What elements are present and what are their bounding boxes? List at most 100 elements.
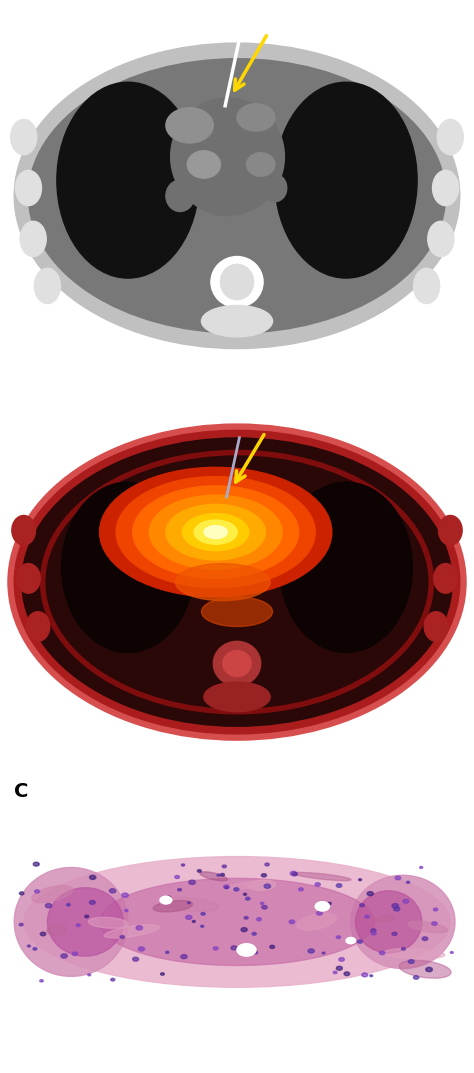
Circle shape bbox=[201, 925, 204, 927]
Circle shape bbox=[61, 954, 67, 958]
Circle shape bbox=[19, 924, 23, 926]
Ellipse shape bbox=[399, 960, 451, 979]
Text: A: A bbox=[14, 12, 29, 31]
Circle shape bbox=[299, 887, 303, 891]
Circle shape bbox=[201, 912, 205, 915]
Ellipse shape bbox=[14, 867, 128, 976]
Ellipse shape bbox=[14, 43, 460, 349]
Circle shape bbox=[85, 915, 89, 917]
Ellipse shape bbox=[223, 650, 251, 676]
Circle shape bbox=[360, 903, 365, 907]
Circle shape bbox=[261, 873, 266, 877]
Ellipse shape bbox=[160, 896, 172, 905]
Ellipse shape bbox=[194, 520, 237, 544]
Circle shape bbox=[401, 947, 405, 950]
Ellipse shape bbox=[175, 563, 270, 601]
Ellipse shape bbox=[224, 881, 267, 891]
Circle shape bbox=[90, 876, 96, 880]
Circle shape bbox=[393, 907, 400, 911]
Ellipse shape bbox=[28, 59, 446, 333]
Ellipse shape bbox=[356, 891, 422, 953]
Circle shape bbox=[187, 901, 191, 903]
Circle shape bbox=[72, 952, 78, 956]
Circle shape bbox=[88, 974, 91, 975]
Circle shape bbox=[339, 958, 344, 961]
Circle shape bbox=[33, 947, 37, 950]
Ellipse shape bbox=[201, 306, 273, 337]
Ellipse shape bbox=[204, 682, 270, 711]
Circle shape bbox=[122, 893, 128, 897]
Circle shape bbox=[46, 903, 52, 908]
Ellipse shape bbox=[374, 915, 395, 922]
Ellipse shape bbox=[35, 268, 61, 304]
Circle shape bbox=[133, 957, 138, 961]
Circle shape bbox=[392, 932, 397, 936]
Circle shape bbox=[225, 886, 228, 888]
Circle shape bbox=[426, 968, 432, 972]
Ellipse shape bbox=[24, 856, 450, 987]
Circle shape bbox=[136, 926, 143, 930]
Circle shape bbox=[292, 872, 297, 876]
Circle shape bbox=[422, 937, 428, 941]
Ellipse shape bbox=[263, 174, 287, 202]
Circle shape bbox=[182, 864, 185, 866]
Circle shape bbox=[290, 871, 297, 876]
Ellipse shape bbox=[428, 221, 454, 256]
Circle shape bbox=[407, 881, 410, 883]
Ellipse shape bbox=[346, 938, 356, 944]
Ellipse shape bbox=[384, 949, 445, 959]
Circle shape bbox=[371, 929, 376, 932]
Circle shape bbox=[109, 888, 116, 893]
Circle shape bbox=[111, 979, 115, 981]
Circle shape bbox=[328, 902, 331, 905]
Circle shape bbox=[413, 975, 419, 980]
Ellipse shape bbox=[166, 180, 194, 211]
Circle shape bbox=[19, 892, 24, 895]
Circle shape bbox=[367, 892, 374, 896]
Circle shape bbox=[333, 971, 337, 973]
Ellipse shape bbox=[17, 563, 40, 593]
Circle shape bbox=[224, 885, 229, 888]
Ellipse shape bbox=[11, 119, 36, 155]
Circle shape bbox=[270, 945, 274, 949]
Ellipse shape bbox=[149, 495, 282, 569]
Ellipse shape bbox=[20, 221, 46, 256]
Ellipse shape bbox=[88, 917, 128, 928]
Ellipse shape bbox=[182, 514, 249, 550]
Circle shape bbox=[231, 945, 237, 950]
Circle shape bbox=[362, 973, 368, 976]
Circle shape bbox=[178, 888, 182, 891]
Circle shape bbox=[257, 917, 261, 921]
Circle shape bbox=[264, 884, 271, 888]
Ellipse shape bbox=[12, 515, 36, 545]
Ellipse shape bbox=[351, 876, 455, 969]
Circle shape bbox=[90, 900, 95, 905]
Circle shape bbox=[371, 931, 376, 935]
Ellipse shape bbox=[248, 880, 275, 891]
Circle shape bbox=[357, 940, 363, 943]
Circle shape bbox=[161, 973, 164, 975]
Text: C: C bbox=[14, 782, 28, 800]
Circle shape bbox=[392, 903, 399, 908]
Ellipse shape bbox=[62, 482, 194, 652]
Ellipse shape bbox=[200, 871, 228, 881]
Ellipse shape bbox=[47, 924, 66, 936]
Ellipse shape bbox=[166, 107, 213, 143]
Circle shape bbox=[76, 924, 80, 927]
Circle shape bbox=[337, 884, 342, 887]
Ellipse shape bbox=[153, 900, 192, 912]
Ellipse shape bbox=[315, 901, 329, 911]
Ellipse shape bbox=[294, 872, 351, 881]
Ellipse shape bbox=[47, 887, 123, 956]
Ellipse shape bbox=[437, 119, 464, 155]
Ellipse shape bbox=[211, 256, 263, 308]
Ellipse shape bbox=[237, 944, 256, 956]
Text: B: B bbox=[14, 408, 29, 427]
Circle shape bbox=[40, 980, 43, 982]
Circle shape bbox=[308, 949, 314, 953]
Ellipse shape bbox=[201, 597, 273, 627]
Ellipse shape bbox=[275, 83, 417, 278]
Circle shape bbox=[40, 932, 46, 936]
Ellipse shape bbox=[438, 515, 462, 545]
Circle shape bbox=[241, 928, 247, 931]
